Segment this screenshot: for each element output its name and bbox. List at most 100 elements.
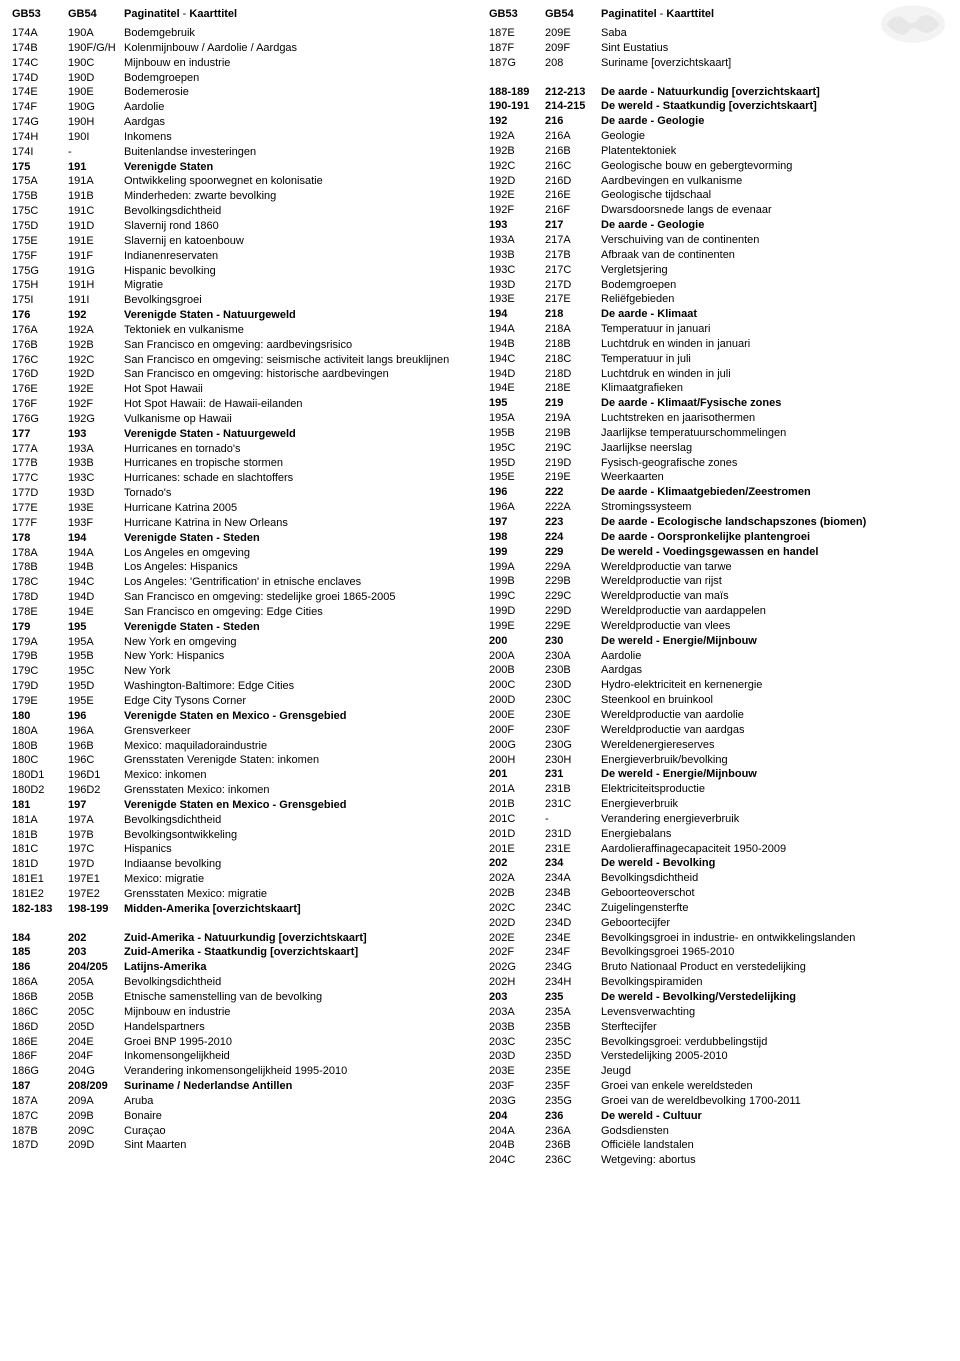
cell-gb53: 201A bbox=[489, 782, 545, 797]
cell-gb54: 236A bbox=[545, 1124, 601, 1139]
cell-title: Bodemerosie bbox=[124, 85, 471, 100]
cell-title: Hurricane Katrina 2005 bbox=[124, 501, 471, 516]
cell-gb53: 175F bbox=[12, 249, 68, 264]
cell-gb53: 200F bbox=[489, 723, 545, 738]
cell-gb53: 194C bbox=[489, 352, 545, 367]
cell-gb53: 202F bbox=[489, 945, 545, 960]
index-row: 185203Zuid-Amerika - Staatkundig [overzi… bbox=[12, 945, 471, 960]
index-row: 186C205CMijnbouw en industrie bbox=[12, 1005, 471, 1020]
index-row: 199229De wereld - Voedingsgewassen en ha… bbox=[489, 545, 948, 560]
cell-gb53: 186G bbox=[12, 1064, 68, 1079]
index-row: 194B218BLuchtdruk en winden in januari bbox=[489, 337, 948, 352]
cell-title: De aarde - Klimaat/Fysische zones bbox=[601, 396, 948, 411]
cell-title: Vulkanisme op Hawaii bbox=[124, 412, 471, 427]
cell-gb54: 234 bbox=[545, 856, 601, 871]
cell-title: Hispanic bevolking bbox=[124, 264, 471, 279]
cell-gb54: 209B bbox=[68, 1109, 124, 1124]
index-row: 204C236CWetgeving: abortus bbox=[489, 1153, 948, 1168]
index-row: 194D218DLuchtdruk en winden in juli bbox=[489, 367, 948, 382]
cell-title: Verstedelijking 2005-2010 bbox=[601, 1049, 948, 1064]
index-row: 194C218CTemperatuur in juli bbox=[489, 352, 948, 367]
cell-gb54: 216 bbox=[545, 114, 601, 129]
cell-title: Sint Maarten bbox=[124, 1138, 471, 1153]
index-row: 186G204GVerandering inkomensongelijkheid… bbox=[12, 1064, 471, 1079]
cell-gb54: 191C bbox=[68, 204, 124, 219]
cell-gb53: 175G bbox=[12, 264, 68, 279]
cell-title: Geologische bouw en gebergtevorming bbox=[601, 159, 948, 174]
index-row: 175E191ESlavernij en katoenbouw bbox=[12, 234, 471, 249]
cell-gb53: 181C bbox=[12, 842, 68, 857]
index-row: 200230De wereld - Energie/Mijnbouw bbox=[489, 634, 948, 649]
index-row: 184202Zuid-Amerika - Natuurkundig [overz… bbox=[12, 931, 471, 946]
index-row: 202C234CZuigelingensterfte bbox=[489, 901, 948, 916]
index-row: 179A195ANew York en omgeving bbox=[12, 635, 471, 650]
cell-title: Jeugd bbox=[601, 1064, 948, 1079]
cell-gb53: 202D bbox=[489, 916, 545, 931]
cell-gb54: 234C bbox=[545, 901, 601, 916]
cell-title: Wetgeving: abortus bbox=[601, 1153, 948, 1168]
cell-gb54: 204G bbox=[68, 1064, 124, 1079]
cell-gb54: 217C bbox=[545, 263, 601, 278]
cell-gb53: 181D bbox=[12, 857, 68, 872]
cell-gb54: 198-199 bbox=[68, 902, 124, 917]
index-row: 186A205ABevolkingsdichtheid bbox=[12, 975, 471, 990]
index-row: 177193Verenigde Staten - Natuurgeweld bbox=[12, 427, 471, 442]
index-row: 200B230BAardgas bbox=[489, 663, 948, 678]
index-row: 179D195DWashington-Baltimore: Edge Citie… bbox=[12, 679, 471, 694]
cell-gb53: 186D bbox=[12, 1020, 68, 1035]
index-row: 188-189212-213De aarde - Natuurkundig [o… bbox=[489, 85, 948, 100]
index-row: 182-183198-199Midden-Amerika [overzichts… bbox=[12, 902, 471, 917]
index-row: 194E218EKlimaatgrafieken bbox=[489, 381, 948, 396]
cell-gb53: 199C bbox=[489, 589, 545, 604]
cell-title: Weerkaarten bbox=[601, 470, 948, 485]
cell-gb54: 229E bbox=[545, 619, 601, 634]
cell-title: Verenigde Staten - Steden bbox=[124, 531, 471, 546]
cell-gb53: 201D bbox=[489, 827, 545, 842]
cell-gb53: 193D bbox=[489, 278, 545, 293]
cell-title: Grensstaten Mexico: migratie bbox=[124, 887, 471, 902]
cell-gb54: 193F bbox=[68, 516, 124, 531]
cell-gb54: 197E1 bbox=[68, 872, 124, 887]
cell-gb54: 192F bbox=[68, 397, 124, 412]
index-row: 203F235FGroei van enkele wereldsteden bbox=[489, 1079, 948, 1094]
cell-gb53: 197 bbox=[489, 515, 545, 530]
column-header: GB53GB54Paginatitel - Kaarttitel bbox=[12, 8, 471, 20]
cell-gb54: - bbox=[545, 812, 601, 827]
cell-gb54: 190E bbox=[68, 85, 124, 100]
index-row: 200A230AAardolie bbox=[489, 649, 948, 664]
cell-title: Luchtdruk en winden in juli bbox=[601, 367, 948, 382]
cell-gb53: 178B bbox=[12, 560, 68, 575]
cell-gb54: 191I bbox=[68, 293, 124, 308]
cell-gb54: 218D bbox=[545, 367, 601, 382]
cell-gb53: 181A bbox=[12, 813, 68, 828]
cell-gb53: 203F bbox=[489, 1079, 545, 1094]
cell-title: Luchtdruk en winden in januari bbox=[601, 337, 948, 352]
cell-title: Geboortecijfer bbox=[601, 916, 948, 931]
cell-gb53: 175A bbox=[12, 174, 68, 189]
cell-gb54: 195E bbox=[68, 694, 124, 709]
index-row: 180196Verenigde Staten en Mexico - Grens… bbox=[12, 709, 471, 724]
cell-gb54: 196B bbox=[68, 739, 124, 754]
index-row: 192F216FDwarsdoorsnede langs de evenaar bbox=[489, 203, 948, 218]
index-row: 199A229AWereldproductie van tarwe bbox=[489, 560, 948, 575]
cell-gb54: 235C bbox=[545, 1035, 601, 1050]
index-row: 193B217BAfbraak van de continenten bbox=[489, 248, 948, 263]
cell-title: Zuigelingensterfte bbox=[601, 901, 948, 916]
cell-gb54: 191D bbox=[68, 219, 124, 234]
cell-title: San Francisco en omgeving: aardbevingsri… bbox=[124, 338, 471, 353]
index-row: 175F191FIndianenreservaten bbox=[12, 249, 471, 264]
header-gb54: GB54 bbox=[545, 8, 601, 20]
index-row: 180A196AGrensverkeer bbox=[12, 724, 471, 739]
cell-gb53: 203E bbox=[489, 1064, 545, 1079]
cell-title: Aardgas bbox=[601, 663, 948, 678]
index-row: 174E190EBodemerosie bbox=[12, 85, 471, 100]
cell-gb53: 202C bbox=[489, 901, 545, 916]
cell-gb54: 216F bbox=[545, 203, 601, 218]
cell-gb53: 181E2 bbox=[12, 887, 68, 902]
index-row: 174G190HAardgas bbox=[12, 115, 471, 130]
index-row: 200C230DHydro-elektriciteit en kernenerg… bbox=[489, 678, 948, 693]
cell-gb53: 186F bbox=[12, 1049, 68, 1064]
index-row: 202234De wereld - Bevolking bbox=[489, 856, 948, 871]
index-row: 181D197DIndiaanse bevolking bbox=[12, 857, 471, 872]
cell-gb53: 200G bbox=[489, 738, 545, 753]
